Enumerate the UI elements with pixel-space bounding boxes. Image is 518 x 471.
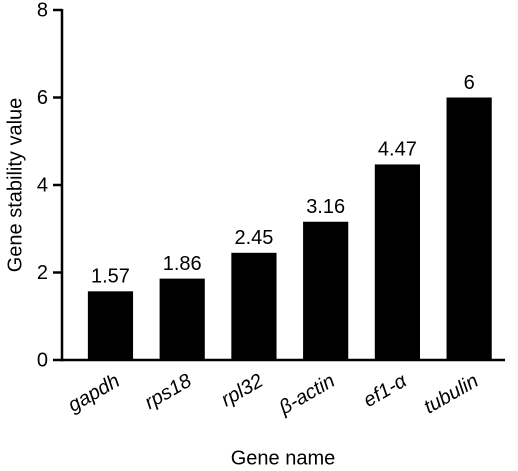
x-tick-label: β-actin xyxy=(275,370,339,420)
data-label: 6 xyxy=(464,72,475,94)
x-tick-label: ef1-α xyxy=(360,370,411,412)
bar xyxy=(446,97,492,360)
data-label: 4.47 xyxy=(378,139,417,161)
y-tick-label: 4 xyxy=(37,174,48,196)
data-label: 1.57 xyxy=(91,266,130,288)
x-tick-label: gapdh xyxy=(64,370,123,417)
y-tick-label: 0 xyxy=(37,349,48,371)
x-tick-label: tubulin xyxy=(420,370,482,419)
data-label: 1.86 xyxy=(163,253,202,275)
data-label: 3.16 xyxy=(306,196,345,218)
bar xyxy=(231,252,277,360)
x-axis-title: Gene name xyxy=(231,447,336,469)
y-tick-label: 6 xyxy=(37,87,48,109)
bar xyxy=(374,164,420,360)
y-tick-label: 8 xyxy=(37,0,48,21)
bar xyxy=(87,291,134,360)
y-tick-label: 2 xyxy=(37,262,48,284)
x-tick-label: rpl32 xyxy=(218,370,268,411)
bar xyxy=(303,221,349,360)
x-tick-label: rps18 xyxy=(141,370,195,414)
data-label: 2.45 xyxy=(234,227,273,249)
y-axis-title: Gene stability value xyxy=(4,98,26,273)
bar xyxy=(159,278,205,360)
